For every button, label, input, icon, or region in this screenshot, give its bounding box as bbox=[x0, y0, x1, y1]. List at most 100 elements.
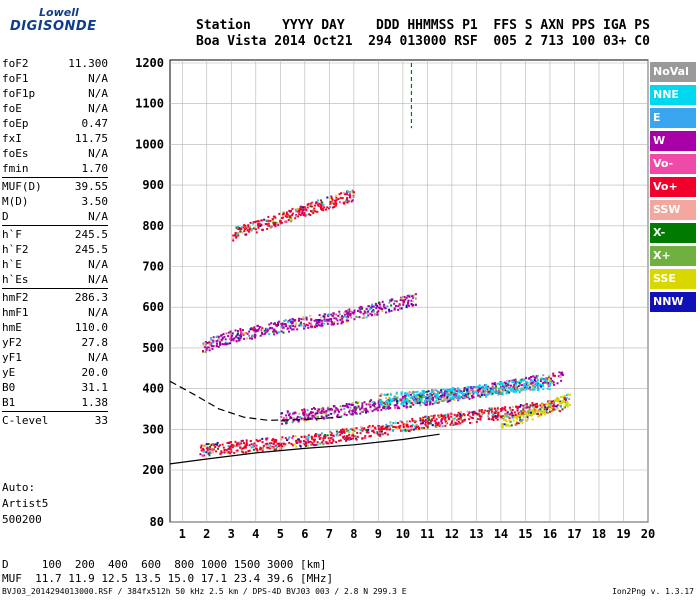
echo-point bbox=[418, 399, 421, 402]
echo-point bbox=[271, 446, 274, 449]
echo-point bbox=[214, 445, 217, 448]
echo-point bbox=[327, 207, 330, 210]
echo-point bbox=[309, 205, 312, 208]
echo-point bbox=[317, 204, 320, 207]
echo-point bbox=[246, 228, 249, 231]
echo-point bbox=[419, 422, 422, 425]
echo-point bbox=[490, 408, 493, 411]
echo-point bbox=[317, 408, 320, 411]
echo-point bbox=[349, 313, 352, 316]
echo-point bbox=[316, 410, 319, 413]
echo-point bbox=[266, 329, 269, 332]
echo-point bbox=[527, 414, 530, 417]
echo-point bbox=[213, 444, 216, 447]
echo-point bbox=[282, 216, 285, 219]
echo-trace-vo- bbox=[199, 399, 564, 457]
echo-point bbox=[250, 228, 253, 231]
echo-point bbox=[315, 202, 318, 205]
echo-point bbox=[475, 386, 478, 389]
echo-point bbox=[470, 421, 473, 424]
param-row: fxI 11.75 bbox=[2, 131, 114, 146]
echo-point bbox=[248, 226, 251, 229]
echo-point bbox=[404, 397, 407, 400]
echo-point bbox=[227, 335, 230, 338]
echo-point bbox=[228, 331, 231, 334]
echo-point bbox=[385, 423, 388, 426]
echo-point bbox=[418, 426, 421, 429]
echo-point bbox=[489, 387, 492, 390]
echo-point bbox=[364, 436, 367, 439]
echo-point bbox=[456, 398, 459, 401]
echo-point bbox=[277, 224, 280, 227]
echo-point bbox=[559, 410, 562, 413]
echo-point bbox=[261, 333, 264, 336]
echo-point bbox=[350, 316, 353, 319]
echo-point bbox=[471, 417, 474, 420]
echo-point bbox=[311, 442, 314, 445]
echo-point bbox=[476, 418, 479, 421]
echo-point bbox=[384, 394, 387, 397]
station-header: Station YYYY DAY DDD HHMMSS P1 FFS S AXN… bbox=[196, 18, 650, 50]
param-value: N/A bbox=[88, 258, 108, 271]
echo-point bbox=[382, 305, 385, 308]
echo-point bbox=[469, 391, 472, 394]
echo-point bbox=[363, 427, 366, 430]
echo-point bbox=[334, 204, 337, 207]
echo-point bbox=[241, 450, 244, 453]
echo-point bbox=[566, 402, 569, 405]
echo-point bbox=[432, 399, 435, 402]
echo-point bbox=[508, 413, 511, 416]
echo-point bbox=[351, 189, 354, 192]
echo-point bbox=[313, 443, 316, 446]
echo-point bbox=[533, 378, 536, 381]
echo-point bbox=[568, 403, 571, 406]
echo-point bbox=[268, 327, 271, 330]
echo-point bbox=[320, 407, 323, 410]
echo-point bbox=[358, 306, 361, 309]
echo-point bbox=[507, 415, 510, 418]
echo-point bbox=[540, 411, 543, 414]
echo-point bbox=[284, 436, 287, 439]
echo-point bbox=[315, 325, 318, 328]
echo-point bbox=[412, 397, 415, 400]
echo-point bbox=[385, 311, 388, 314]
echo-point bbox=[209, 342, 212, 345]
echo-point bbox=[480, 393, 483, 396]
echo-point bbox=[373, 408, 376, 411]
echo-point bbox=[289, 217, 292, 220]
echo-point bbox=[433, 388, 436, 391]
echo-point bbox=[550, 401, 553, 404]
echo-point bbox=[256, 449, 259, 452]
legend-item-noval: NoVal bbox=[650, 62, 696, 82]
echo-point bbox=[377, 310, 380, 313]
echo-point bbox=[487, 393, 490, 396]
y-tick-label: 1100 bbox=[135, 97, 164, 111]
echo-point bbox=[465, 394, 468, 397]
echo-point bbox=[533, 412, 536, 415]
echo-point bbox=[477, 390, 480, 393]
echo-point bbox=[520, 381, 523, 384]
echo-point bbox=[367, 429, 370, 432]
echo-point bbox=[338, 201, 341, 204]
echo-point bbox=[402, 426, 405, 429]
echo-point bbox=[529, 411, 532, 414]
echo-point bbox=[440, 391, 443, 394]
echo-point bbox=[465, 392, 468, 395]
echo-point bbox=[290, 220, 293, 223]
echo-point bbox=[389, 424, 392, 427]
echo-point bbox=[427, 417, 430, 420]
echo-point bbox=[330, 195, 333, 198]
echo-point bbox=[353, 406, 356, 409]
echo-trace-sse bbox=[501, 393, 571, 429]
echo-point bbox=[245, 227, 248, 230]
echo-point bbox=[385, 428, 388, 431]
echo-point bbox=[283, 444, 286, 447]
echo-point bbox=[238, 334, 241, 337]
echo-point bbox=[421, 422, 424, 425]
echo-point bbox=[514, 385, 517, 388]
echo-point bbox=[205, 343, 208, 346]
echo-point bbox=[552, 374, 555, 377]
echo-point bbox=[550, 381, 553, 384]
echo-point bbox=[248, 444, 251, 447]
echo-point bbox=[387, 405, 390, 408]
